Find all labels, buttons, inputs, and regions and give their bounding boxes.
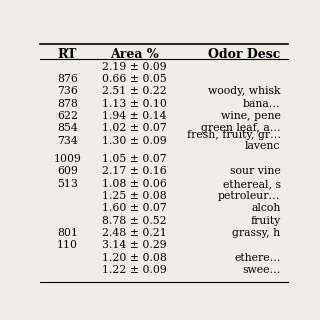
Text: 513: 513 bbox=[57, 179, 78, 189]
Text: 609: 609 bbox=[57, 166, 78, 176]
Text: 736: 736 bbox=[57, 86, 78, 96]
Text: 622: 622 bbox=[57, 111, 78, 121]
Text: 2.19 ± 0.09: 2.19 ± 0.09 bbox=[102, 62, 166, 72]
Text: 801: 801 bbox=[57, 228, 78, 238]
Text: 1.08 ± 0.06: 1.08 ± 0.06 bbox=[102, 179, 167, 189]
Text: 1.13 ± 0.10: 1.13 ± 0.10 bbox=[102, 99, 167, 109]
Text: swee…: swee… bbox=[242, 265, 281, 275]
Text: 876: 876 bbox=[57, 74, 78, 84]
Text: 854: 854 bbox=[57, 123, 78, 133]
Text: 1.25 ± 0.08: 1.25 ± 0.08 bbox=[102, 191, 167, 201]
Text: wine, pene: wine, pene bbox=[221, 111, 281, 121]
Text: bana…: bana… bbox=[243, 99, 281, 109]
Text: 0.66 ± 0.05: 0.66 ± 0.05 bbox=[102, 74, 167, 84]
Text: ethereal, s: ethereal, s bbox=[223, 179, 281, 189]
Text: RT: RT bbox=[58, 48, 77, 61]
Text: 1.60 ± 0.07: 1.60 ± 0.07 bbox=[102, 204, 167, 213]
Text: grassy, h: grassy, h bbox=[232, 228, 281, 238]
Text: green leaf, a…: green leaf, a… bbox=[201, 123, 281, 133]
Text: 2.48 ± 0.21: 2.48 ± 0.21 bbox=[102, 228, 167, 238]
Text: sour vine: sour vine bbox=[230, 166, 281, 176]
Text: ethere…: ethere… bbox=[234, 253, 281, 263]
Text: 1009: 1009 bbox=[53, 154, 81, 164]
Text: 8.78 ± 0.52: 8.78 ± 0.52 bbox=[102, 216, 166, 226]
Text: 1.02 ± 0.07: 1.02 ± 0.07 bbox=[102, 123, 167, 133]
Text: fresh, fruity, gr…
lavenc: fresh, fruity, gr… lavenc bbox=[187, 130, 281, 151]
Text: 1.22 ± 0.09: 1.22 ± 0.09 bbox=[102, 265, 167, 275]
Text: 2.17 ± 0.16: 2.17 ± 0.16 bbox=[102, 166, 167, 176]
Text: 1.20 ± 0.08: 1.20 ± 0.08 bbox=[102, 253, 167, 263]
Text: alcoh: alcoh bbox=[251, 204, 281, 213]
Text: 878: 878 bbox=[57, 99, 78, 109]
Text: Odor Desc: Odor Desc bbox=[208, 48, 281, 61]
Text: 3.14 ± 0.29: 3.14 ± 0.29 bbox=[102, 240, 166, 250]
Text: 1.05 ± 0.07: 1.05 ± 0.07 bbox=[102, 154, 166, 164]
Text: Area %: Area % bbox=[110, 48, 158, 61]
Text: fruity: fruity bbox=[250, 216, 281, 226]
Text: 1.30 ± 0.09: 1.30 ± 0.09 bbox=[102, 136, 167, 146]
Text: 110: 110 bbox=[57, 240, 78, 250]
Text: woody, whisk: woody, whisk bbox=[208, 86, 281, 96]
Text: 2.51 ± 0.22: 2.51 ± 0.22 bbox=[102, 86, 167, 96]
Text: 1.94 ± 0.14: 1.94 ± 0.14 bbox=[102, 111, 166, 121]
Text: 734: 734 bbox=[57, 136, 78, 146]
Text: petroleur…: petroleur… bbox=[218, 191, 281, 201]
